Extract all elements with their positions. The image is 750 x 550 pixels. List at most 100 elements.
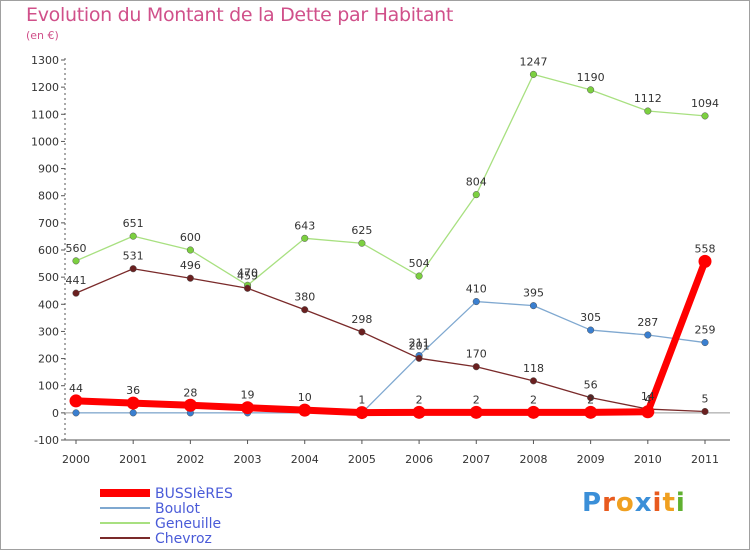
series-line-3 (75, 268, 706, 413)
x-tick-label: 2009 (577, 453, 605, 466)
y-tick-label: 700 (38, 217, 59, 230)
data-label: 28 (183, 386, 197, 399)
y-tick-label: 100 (38, 380, 59, 393)
chart-subtitle: (en €) (26, 29, 59, 42)
data-point (472, 298, 480, 306)
data-label: 380 (294, 291, 315, 304)
data-label: 600 (180, 231, 201, 244)
series-layer (69, 70, 712, 420)
y-tick-label: 300 (38, 325, 59, 338)
data-label: 211 (409, 337, 430, 350)
data-point (241, 401, 255, 415)
axes: -100 0 100 200 300 400 500 600 700 800 900 1000 1100… (31, 54, 730, 466)
data-label: 2 (587, 393, 594, 406)
data-label: 287 (637, 316, 658, 329)
y-tick-label: 800 (38, 190, 59, 203)
data-point (129, 265, 137, 273)
data-point (186, 274, 194, 282)
data-label: 804 (466, 176, 487, 189)
data-label: 643 (294, 219, 315, 232)
legend-label: Chevroz (155, 531, 212, 547)
data-label: 395 (523, 287, 544, 300)
series-line-1 (75, 300, 706, 414)
x-tick-label: 2005 (348, 453, 376, 466)
data-point (415, 272, 423, 280)
proxiti-logo: Proxiti (582, 488, 686, 518)
data-label: 470 (237, 266, 258, 279)
data-label: 201 (409, 339, 430, 352)
x-tick-label: 2006 (405, 453, 433, 466)
data-label: 1 (358, 394, 365, 407)
data-label: 2 (416, 393, 423, 406)
x-tick-label: 2003 (234, 453, 262, 466)
data-point (701, 407, 709, 416)
data-label: 305 (580, 311, 601, 324)
data-point (72, 409, 80, 417)
data-label: 170 (466, 348, 487, 361)
data-point (529, 70, 538, 78)
data-point (641, 405, 655, 419)
data-label: 504 (409, 257, 430, 270)
legend-label: Boulot (155, 501, 200, 517)
data-label: 118 (523, 362, 544, 375)
data-point (186, 246, 194, 254)
data-label: 56 (584, 379, 598, 392)
data-label: 5 (702, 393, 709, 406)
data-point (469, 405, 483, 419)
data-label: 531 (123, 250, 144, 263)
data-label: 14 (641, 390, 655, 403)
data-label: 44 (69, 382, 83, 395)
data-point (701, 339, 709, 347)
data-point (412, 405, 426, 419)
data-point (698, 254, 712, 268)
data-point (358, 239, 366, 247)
x-tick-label: 2010 (634, 453, 662, 466)
data-label: 1112 (634, 92, 662, 105)
x-tick-label: 2001 (119, 453, 147, 466)
data-label: 1247 (519, 55, 547, 68)
data-label: 259 (695, 324, 716, 337)
data-point (358, 328, 366, 336)
data-point (587, 326, 595, 334)
data-label: 625 (351, 224, 372, 237)
legend-label: BUSSIèRES (155, 486, 233, 502)
data-point (69, 394, 83, 408)
data-label: 496 (180, 259, 201, 272)
data-point (415, 354, 423, 362)
logo-letter: i (675, 488, 686, 518)
x-tick-label: 2004 (291, 453, 319, 466)
data-point (129, 409, 137, 417)
data-label: 560 (66, 242, 87, 255)
data-point (472, 363, 480, 371)
y-tick-label: -100 (34, 434, 59, 447)
data-point (529, 377, 538, 385)
x-tick-label: 2008 (519, 453, 547, 466)
y-tick-label: 200 (38, 353, 59, 366)
logo-letter: x (634, 488, 653, 518)
y-tick-label: 1300 (31, 54, 59, 67)
data-point (183, 398, 197, 412)
logo-letter: t (662, 488, 676, 518)
x-tick-label: 2002 (176, 453, 204, 466)
data-label: 410 (466, 283, 487, 296)
data-point (301, 234, 309, 242)
data-point (126, 396, 140, 410)
data-label: 2 (473, 393, 480, 406)
x-tick-label: 2011 (691, 453, 719, 466)
data-point (584, 405, 598, 419)
data-point (587, 394, 595, 402)
data-label: 36 (126, 384, 140, 397)
y-tick-label: 400 (38, 298, 59, 311)
data-label: 298 (351, 313, 372, 326)
data-point (301, 306, 309, 314)
logo-letter: P (582, 488, 603, 518)
data-label: 558 (695, 242, 716, 255)
data-point (644, 107, 652, 115)
series-line-2 (75, 73, 706, 286)
y-tick-label: 600 (38, 244, 59, 257)
data-label: 459 (237, 269, 258, 282)
